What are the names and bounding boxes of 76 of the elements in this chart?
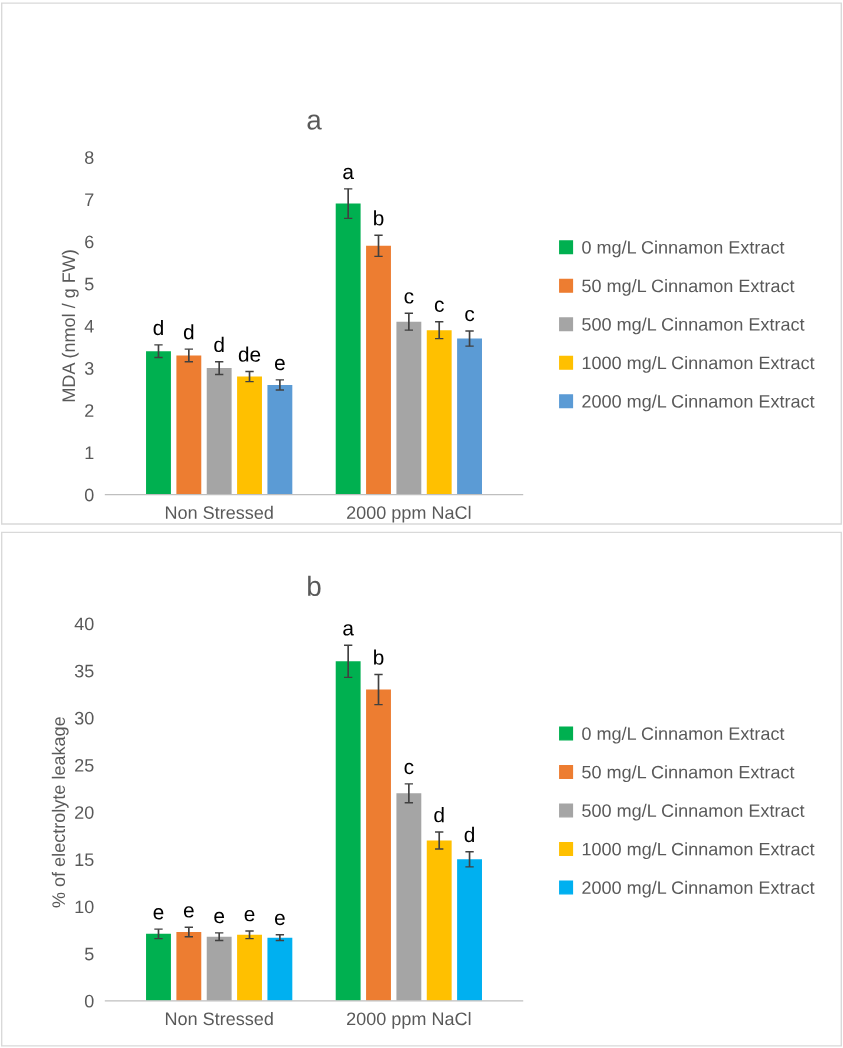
data-label: c [465,309,475,322]
y-tick-label: 15 [75,853,94,867]
chart-title: b [308,575,321,597]
y-tick-label: 0 [84,488,94,502]
data-label: d [434,807,444,823]
data-label: d [214,336,224,353]
y-tick-label: 5 [84,277,94,291]
bar [457,338,482,495]
bar [396,321,422,495]
data-label: de [238,346,261,362]
legend-label: 50 mg/L Cinnamon Extract [582,279,795,296]
bar [237,934,262,1001]
y-tick-label: 3 [84,362,94,375]
data-label: e [214,911,225,924]
y-tick-label: 30 [74,711,94,725]
y-tick-label: 1 [85,446,94,460]
legend-label: 0 mg/L Cinnamon Extract [582,726,785,744]
y-tick-label: 35 [74,664,94,678]
x-tick-label: Non Stressed [165,1011,273,1026]
bar [366,689,391,1001]
legend-label: 50 mg/L Cinnamon Extract [582,765,795,783]
bar [176,355,202,495]
data-label: e [274,913,285,926]
y-tick-label: 20 [75,806,94,819]
legend-label: 500 mg/L Cinnamon Extract [582,317,805,335]
y-tick-label: 40 [74,617,94,631]
data-label: d [183,324,194,340]
chart-title: a [307,114,322,130]
y-tick-label: 7 [85,193,94,206]
legend-label: 2000 mg/L Cinnamon Extract [582,880,815,898]
data-label: e [244,909,255,922]
data-label: c [434,300,444,313]
bar [206,936,232,1001]
data-label: b [374,649,384,665]
data-label: a [343,167,354,180]
x-tick-label: 2000 ppm NaCl [347,505,471,523]
data-label: c [404,762,414,775]
bar [267,937,293,1001]
bar [426,840,452,1001]
y-tick-label: 8 [85,151,94,164]
y-tick-label: 4 [84,320,94,333]
data-label: b [374,210,384,226]
y-tick-label: 2 [85,404,94,417]
bar [366,245,391,495]
bar [335,203,361,495]
legend-label: 500 mg/L Cinnamon Extract [582,803,805,821]
legend-label: 2000 mg/L Cinnamon Extract [582,394,815,412]
bar [206,368,232,495]
bar [146,933,171,1001]
data-label: e [183,906,194,918]
data-label: a [343,624,354,636]
bar [267,384,293,495]
x-tick-label: 2000 ppm NaCl [347,1011,471,1029]
x-tick-label: Non Stressed [165,505,273,520]
y-tick-label: 5 [84,947,94,961]
y-tick-label: 6 [85,235,94,249]
bar [457,859,482,1001]
legend-label: 1000 mg/L Cinnamon Extract [582,356,815,373]
data-label: c [404,292,414,304]
bar [335,661,361,1001]
y-tick-label: 0 [84,994,94,1008]
bar [396,793,422,1001]
legend-label: 1000 mg/L Cinnamon Extract [582,842,815,860]
bar [146,351,171,495]
data-label: d [464,826,474,843]
data-label: d [153,319,163,336]
data-label: e [274,358,285,371]
y-axis-title: % of electrolyte leakage [51,717,69,908]
legend-label: 0 mg/L Cinnamon Extract [582,240,785,258]
y-tick-label: 10 [75,900,94,914]
y-tick-label: 25 [75,758,94,772]
data-label: e [153,908,164,920]
bar [237,376,262,495]
bar [426,330,452,495]
bar [176,931,202,1001]
y-axis-title: MDA (nmol / g FW) [61,250,79,402]
